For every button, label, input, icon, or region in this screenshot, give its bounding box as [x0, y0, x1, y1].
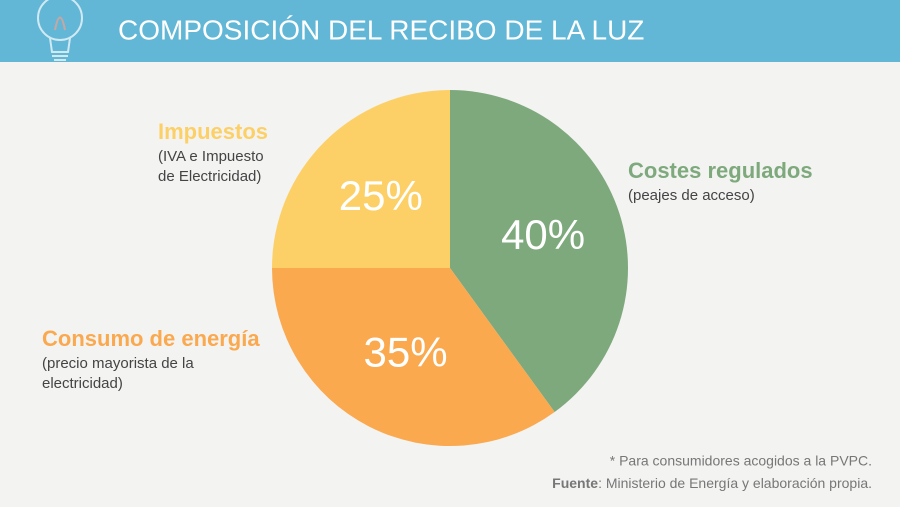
value-label: 35%: [364, 328, 448, 375]
header-bar: [0, 0, 900, 62]
category-description: electricidad): [42, 375, 123, 392]
value-label: 25%: [339, 172, 423, 219]
pie-slice: [272, 90, 450, 268]
value-label: 40%: [501, 211, 585, 258]
source-text: : Ministerio de Energía y elaboración pr…: [598, 475, 872, 491]
category-description: de Electricidad): [158, 168, 261, 185]
footnote: * Para consumidores acogidos a la PVPC.: [610, 453, 872, 469]
source-label: Fuente: [552, 475, 598, 491]
category-description: (peajes de acceso): [628, 187, 755, 204]
source: Fuente: Ministerio de Energía y elaborac…: [552, 475, 872, 491]
category-description: (precio mayorista de la: [42, 355, 194, 372]
category-label: Costes regulados: [628, 158, 813, 183]
pie: 40% Costes regulados (peajes de acceso) 35%…: [42, 90, 813, 447]
pie-slice: [272, 268, 555, 447]
chart-title: COMPOSICIÓN DEL RECIBO DE LA LUZ: [118, 14, 644, 45]
category-label: Consumo de energía: [42, 326, 260, 351]
category-label: Impuestos: [158, 119, 268, 144]
category-description: (IVA e Impuesto: [158, 148, 264, 165]
pie-slice: [450, 90, 629, 413]
bulb-icon: [37, 0, 83, 61]
